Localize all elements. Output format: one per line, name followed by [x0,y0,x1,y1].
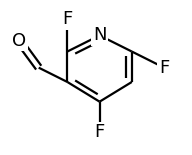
Text: O: O [12,32,26,50]
Text: F: F [159,59,169,77]
Text: F: F [62,10,72,28]
Text: F: F [94,123,105,141]
Text: N: N [93,26,106,44]
